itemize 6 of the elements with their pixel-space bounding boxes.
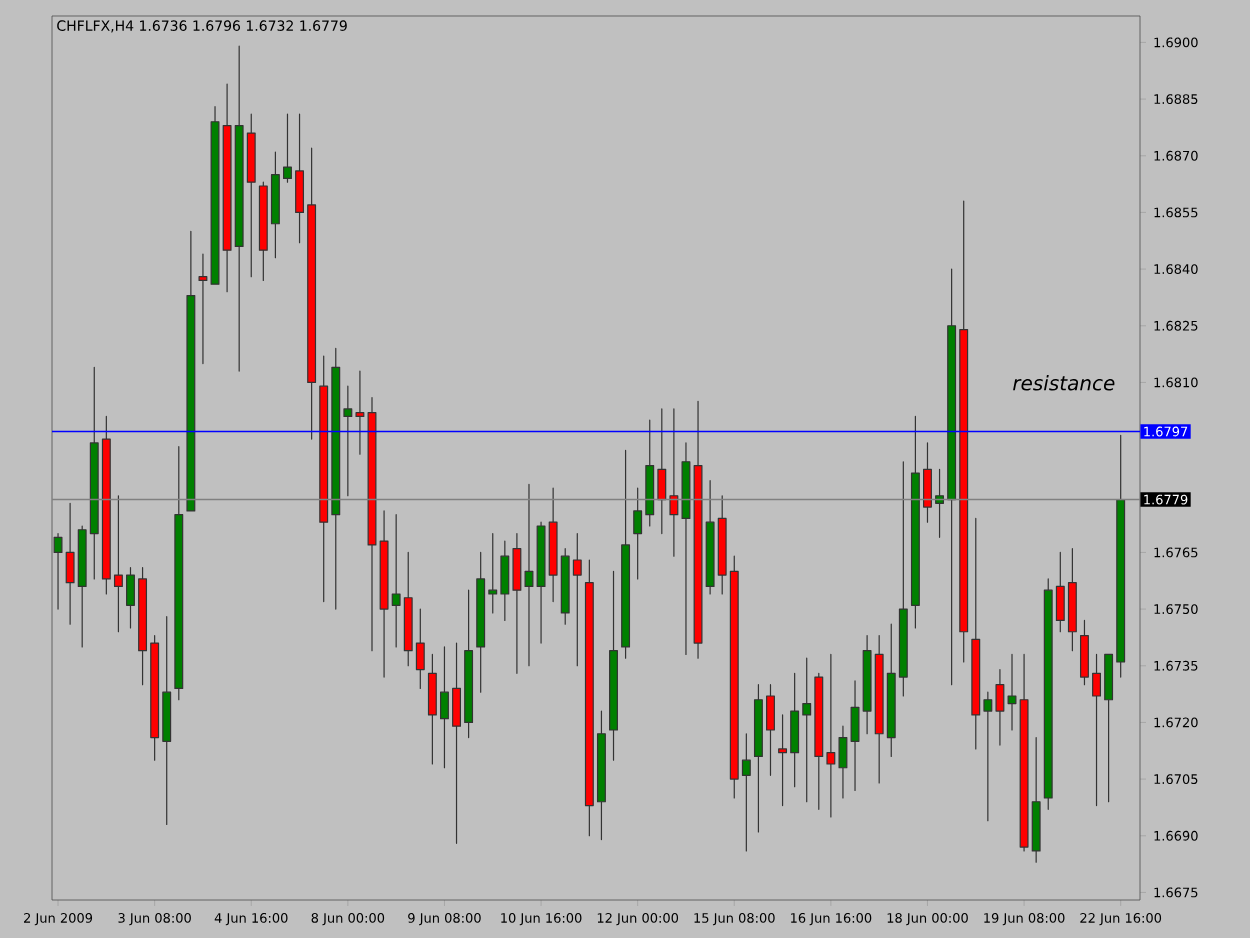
candlestick bbox=[609, 570, 618, 761]
candlestick bbox=[186, 230, 196, 512]
candlestick bbox=[198, 253, 208, 365]
annotation: resistance bbox=[1013, 375, 1115, 391]
candlestick bbox=[174, 446, 184, 701]
candlestick bbox=[621, 449, 631, 659]
